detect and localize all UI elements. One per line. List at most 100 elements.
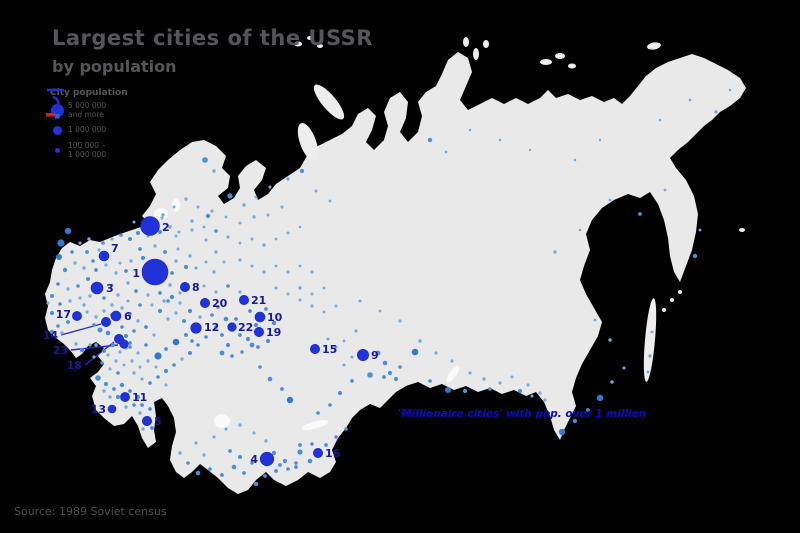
city-dot — [468, 371, 472, 375]
city-dot — [238, 290, 242, 294]
franz-josef-island — [294, 41, 302, 47]
city-dot — [144, 325, 148, 329]
city-dot — [224, 215, 228, 219]
city-dot — [254, 195, 258, 199]
city-dot — [274, 237, 278, 241]
city-dot — [238, 241, 242, 245]
city-dot — [97, 248, 101, 252]
city-dot — [202, 453, 206, 457]
city-dot — [528, 148, 532, 152]
city-dot — [367, 372, 373, 378]
city-dot — [328, 199, 332, 203]
city-dot — [688, 98, 692, 102]
city-dot — [214, 250, 218, 254]
city-dot — [190, 228, 194, 232]
city-dot — [214, 325, 218, 329]
city-rank-label: 2 — [162, 221, 170, 234]
city-dot — [249, 342, 255, 348]
city-dot — [169, 294, 175, 300]
city-dot — [176, 247, 180, 251]
city-dot — [573, 158, 577, 162]
city-dot — [204, 238, 208, 242]
city-dot — [129, 259, 133, 263]
city-rank-label: 21 — [251, 294, 266, 307]
city-dot — [158, 230, 162, 234]
map-title-block: Largest cities of the USSR by population — [52, 26, 373, 76]
city-dot — [274, 469, 278, 473]
city-dot — [294, 465, 298, 469]
city-dot — [172, 363, 176, 367]
city-dot — [298, 286, 302, 290]
medium-city-circle-icon — [53, 126, 62, 135]
city-dot — [104, 263, 108, 267]
city-dot — [648, 354, 652, 358]
city-dot — [387, 370, 393, 376]
city-dot — [174, 234, 178, 238]
city-dot — [82, 266, 86, 270]
city-dot — [444, 150, 448, 154]
city-dot — [242, 471, 246, 475]
city-dot — [49, 310, 55, 316]
city-dot — [178, 451, 182, 455]
millionaire-city-marker — [90, 281, 104, 295]
city-dot — [68, 299, 72, 303]
city-dot — [226, 235, 230, 239]
city-dot — [168, 283, 172, 287]
city-dot — [223, 316, 229, 322]
city-dot — [278, 463, 282, 467]
city-dot — [88, 294, 92, 298]
city-dot — [62, 267, 68, 273]
city-dot — [166, 317, 170, 321]
city-dot — [658, 118, 662, 122]
lake-baikal — [446, 365, 460, 383]
city-dot — [268, 185, 272, 189]
city-dot — [94, 268, 98, 272]
city-dot — [216, 305, 220, 309]
city-rank-label: 22 — [238, 321, 253, 334]
city-dot — [337, 390, 343, 396]
city-rank-label: 8 — [192, 281, 200, 294]
city-dot — [266, 213, 270, 217]
severnaya-zemlya-island — [473, 48, 479, 60]
city-dot — [110, 342, 116, 348]
city-dot — [180, 357, 184, 361]
city-dot — [258, 365, 262, 369]
millionaire-city-marker — [227, 322, 237, 332]
city-dot — [294, 461, 298, 465]
city-dot — [328, 403, 332, 407]
legend-item-small-city: 100 000 – 1 000 000 — [46, 141, 142, 159]
millionaire-city-marker — [309, 343, 320, 354]
city-dot — [128, 341, 132, 345]
city-dot — [138, 247, 142, 251]
city-dot — [188, 351, 192, 355]
city-rank-label: 3 — [106, 282, 114, 295]
city-dot — [126, 281, 130, 285]
city-dot — [262, 270, 266, 274]
millionaire-city-marker — [239, 294, 250, 305]
legend-item-label: 5 000 000 and more — [68, 101, 106, 119]
city-rank-label: 6 — [124, 310, 132, 323]
city-dot — [57, 239, 65, 247]
city-dot — [286, 292, 290, 296]
severnaya-zemlya-island — [483, 40, 489, 48]
city-dot — [119, 382, 125, 388]
city-dot — [136, 319, 140, 323]
city-dot — [248, 309, 252, 313]
city-dot — [256, 345, 260, 349]
city-dot — [66, 320, 70, 324]
city-dot — [92, 355, 96, 359]
city-dot — [128, 237, 132, 241]
city-dot — [208, 467, 212, 471]
millionaire-city-marker — [254, 311, 266, 323]
city-dot — [66, 287, 70, 291]
millionaire-city-marker — [142, 415, 153, 426]
city-dot — [204, 260, 208, 264]
city-dot — [186, 461, 190, 465]
city-dot — [144, 343, 148, 347]
city-dot — [74, 342, 78, 346]
city-dot — [174, 311, 178, 315]
city-dot — [202, 284, 206, 288]
franz-josef-island — [317, 44, 323, 48]
city-dot — [114, 359, 118, 363]
